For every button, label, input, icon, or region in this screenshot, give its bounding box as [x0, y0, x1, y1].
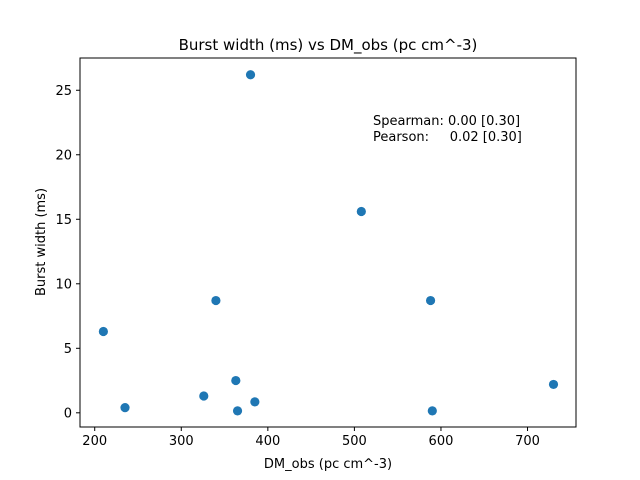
x-axis-label: DM_obs (pc cm^-3): [264, 457, 392, 472]
y-tick-label: 5: [64, 342, 72, 357]
data-point: [231, 375, 241, 386]
annotation-line: Pearson: 0.02 [0.30]: [373, 130, 522, 145]
y-axis-label: Burst width (ms): [34, 188, 49, 296]
data-point: [120, 403, 130, 413]
data-point: [548, 379, 559, 390]
data-point: [245, 70, 256, 80]
annotation-line: Spearman: 0.00 [0.30]: [373, 114, 520, 129]
data-points: [98, 70, 559, 416]
y-tick-label: 20: [55, 148, 72, 163]
x-tick-label: 500: [342, 434, 367, 449]
data-point: [211, 295, 221, 306]
plot-frame: [79, 57, 577, 428]
data-point: [356, 206, 366, 217]
data-point: [199, 391, 209, 401]
y-tick-label: 10: [55, 277, 72, 292]
correlation-annotation: Spearman: 0.00 [0.30]Pearson: 0.02 [0.30…: [373, 114, 522, 145]
data-point: [427, 406, 437, 416]
x-tick-label: 400: [255, 434, 280, 449]
x-tick-label: 700: [515, 434, 540, 449]
y-tick-label: 15: [55, 213, 72, 228]
data-point: [232, 406, 243, 416]
x-tick-label: 600: [429, 434, 454, 449]
data-point: [250, 397, 260, 407]
x-tick-label: 300: [169, 434, 194, 449]
y-tick-label: 0: [64, 406, 72, 421]
y-tick-label: 25: [55, 84, 72, 99]
axis-ticks: 200 300 400 500 600 700 0 5 10 15 20 25: [55, 84, 539, 449]
chart-title: Burst width (ms) vs DM_obs (pc cm^-3): [179, 36, 478, 55]
data-point: [425, 295, 436, 306]
data-point: [98, 326, 108, 337]
x-tick-label: 200: [82, 434, 107, 449]
